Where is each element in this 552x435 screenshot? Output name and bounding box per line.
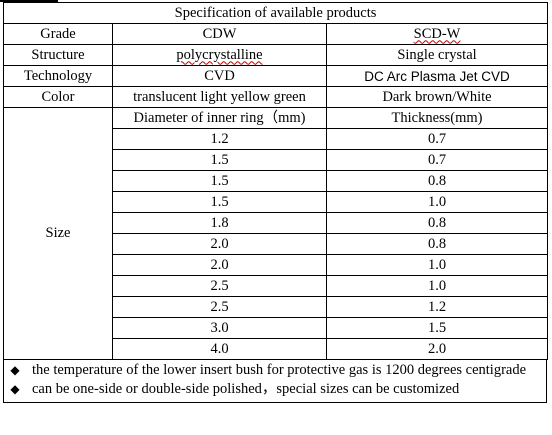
diameter-cell: 2.0: [112, 254, 327, 276]
thickness-cell: 1.2: [325, 296, 549, 318]
grade-cdw: CDW: [112, 23, 327, 45]
diameter-cell: 1.5: [112, 149, 327, 171]
diameter-header: Diameter of inner ring（mm): [112, 107, 327, 129]
diameter-cell: 1.5: [112, 170, 327, 192]
thickness-cell: 2.0: [325, 338, 549, 360]
thickness-cell: 0.7: [325, 128, 549, 150]
diameter-cell: 2.5: [112, 296, 327, 318]
table-row: 2.0 1.0: [4, 254, 549, 276]
thickness-cell: 1.0: [325, 275, 549, 297]
table-row: 1.5 0.7: [4, 149, 549, 171]
technology-cdw: CVD: [112, 65, 327, 87]
thickness-cell: 1.0: [325, 254, 549, 276]
diameter-cell: 2.0: [112, 233, 327, 255]
note-item: ◆ the temperature of the lower insert bus…: [4, 361, 546, 380]
color-scdw: Dark brown/White: [325, 86, 549, 108]
technology-scdw: DC Arc Plasma Jet CVD: [325, 65, 549, 87]
table-title: Specification of available products: [2, 2, 549, 24]
black-diamond-icon: ◆: [10, 382, 20, 396]
diameter-cell: 1.8: [112, 212, 327, 234]
note-text: can be one-side or double-side polished，…: [32, 381, 460, 397]
color-label: Color: [3, 86, 113, 108]
thickness-cell: 0.8: [325, 233, 549, 255]
table-row: 1.5 1.0: [4, 191, 549, 213]
structure-cdw-text: polycrystalline: [176, 46, 263, 63]
grade-scdw-text: SCD-W: [413, 25, 461, 42]
technology-row: Technology CVD DC Arc Plasma Jet CVD: [3, 65, 549, 87]
table-row: 2.5 1.0: [4, 275, 549, 297]
table-row: 1.8 0.8: [4, 212, 549, 234]
diameter-cell: 4.0: [112, 338, 327, 360]
thickness-cell: 1.5: [325, 317, 549, 339]
table-row: 4.0 2.0: [4, 338, 549, 360]
size-header-row: Size Diameter of inner ring（mm) Thicknes…: [3, 107, 549, 360]
diameter-cell: 1.5: [112, 191, 327, 213]
spec-table: Specification of available products Grad…: [2, 2, 549, 360]
thickness-cell: 0.8: [325, 170, 549, 192]
color-row: Color translucent light yellow green Dar…: [3, 86, 549, 108]
thickness-cell: 1.0: [325, 191, 549, 213]
table-row: 3.0 1.5: [4, 317, 549, 339]
black-diamond-icon: ◆: [10, 363, 20, 377]
title-row: Specification of available products: [2, 2, 549, 24]
size-label: Size: [3, 107, 113, 360]
structure-row: Structure polycrystalline Single crystal: [3, 44, 549, 66]
thickness-cell: 0.8: [325, 212, 549, 234]
notes-section: ◆ the temperature of the lower insert bus…: [3, 360, 547, 403]
technology-label: Technology: [3, 65, 113, 87]
grade-row: Grade CDW SCD-W: [3, 23, 549, 45]
thickness-header: Thickness(mm): [325, 107, 549, 129]
grade-scdw: SCD-W: [325, 23, 549, 45]
diameter-cell: 3.0: [112, 317, 327, 339]
grade-label: Grade: [3, 23, 113, 45]
note-item: ◆ can be one-side or double-side polished…: [4, 380, 546, 399]
table-row: 2.5 1.2: [4, 296, 549, 318]
structure-label: Structure: [3, 44, 113, 66]
note-text: the temperature of the lower insert bush…: [32, 362, 527, 378]
color-cdw: translucent light yellow green: [112, 86, 327, 108]
spec-document: Specification of available products Grad…: [2, 2, 549, 403]
table-row: 2.0 0.8: [4, 233, 549, 255]
structure-cdw: polycrystalline: [112, 44, 327, 66]
structure-scdw: Single crystal: [325, 44, 549, 66]
top-border-fragment: [0, 0, 58, 2]
diameter-cell: 2.5: [112, 275, 327, 297]
thickness-cell: 0.7: [325, 149, 549, 171]
diameter-cell: 1.2: [112, 128, 327, 150]
